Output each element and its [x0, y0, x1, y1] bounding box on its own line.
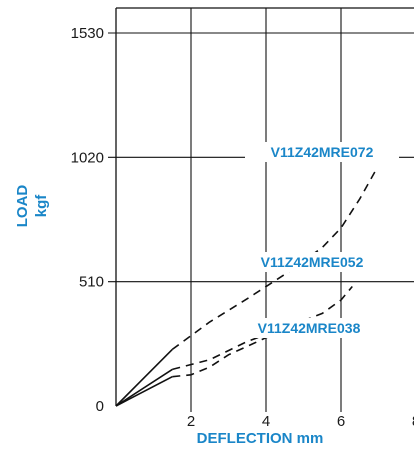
series-solid-v11z42mre038 — [115, 375, 173, 407]
y-tick-label-0: 0 — [96, 398, 104, 415]
x-tick-label-4: 4 — [262, 413, 270, 430]
y-tick-label-1020: 1020 — [71, 149, 104, 166]
x-tick-label-2: 2 — [187, 413, 195, 430]
series-labels: V11Z42MRE072 V11Z42MRE052 V11Z42MRE038 — [232, 142, 399, 338]
series-label-bg-v11z42mre052 — [235, 252, 389, 272]
x-tick-label-6: 6 — [337, 413, 345, 430]
x-tick-label-8: 8 — [412, 413, 414, 430]
y-axis-label: LOAD — [14, 185, 31, 228]
series-solid-v11z42mre072 — [115, 348, 173, 407]
series-solid-v11z42mre052 — [115, 368, 173, 407]
series-dashed-v11z42mre052 — [172, 285, 353, 371]
y-tick-label-510: 510 — [79, 274, 104, 291]
series-dashed-v11z42mre038 — [172, 330, 286, 378]
x-axis-label: DEFLECTION mm — [197, 430, 324, 447]
grid-lines — [108, 7, 414, 412]
series-label-bg-v11z42mre072 — [245, 142, 399, 162]
y-tick-label-1530: 1530 — [71, 25, 104, 42]
y-axis-unit-label: kgf — [33, 194, 50, 218]
tick-labels: 0 510 1020 1530 2 4 6 8 — [71, 25, 414, 430]
series-label-v11z42mre072: V11Z42MRE072 — [271, 144, 374, 160]
series-label-v11z42mre038: V11Z42MRE038 — [258, 320, 361, 336]
series-label-bg-v11z42mre038 — [232, 318, 386, 338]
series-label-v11z42mre052: V11Z42MRE052 — [261, 254, 364, 270]
series-lines — [115, 171, 376, 407]
